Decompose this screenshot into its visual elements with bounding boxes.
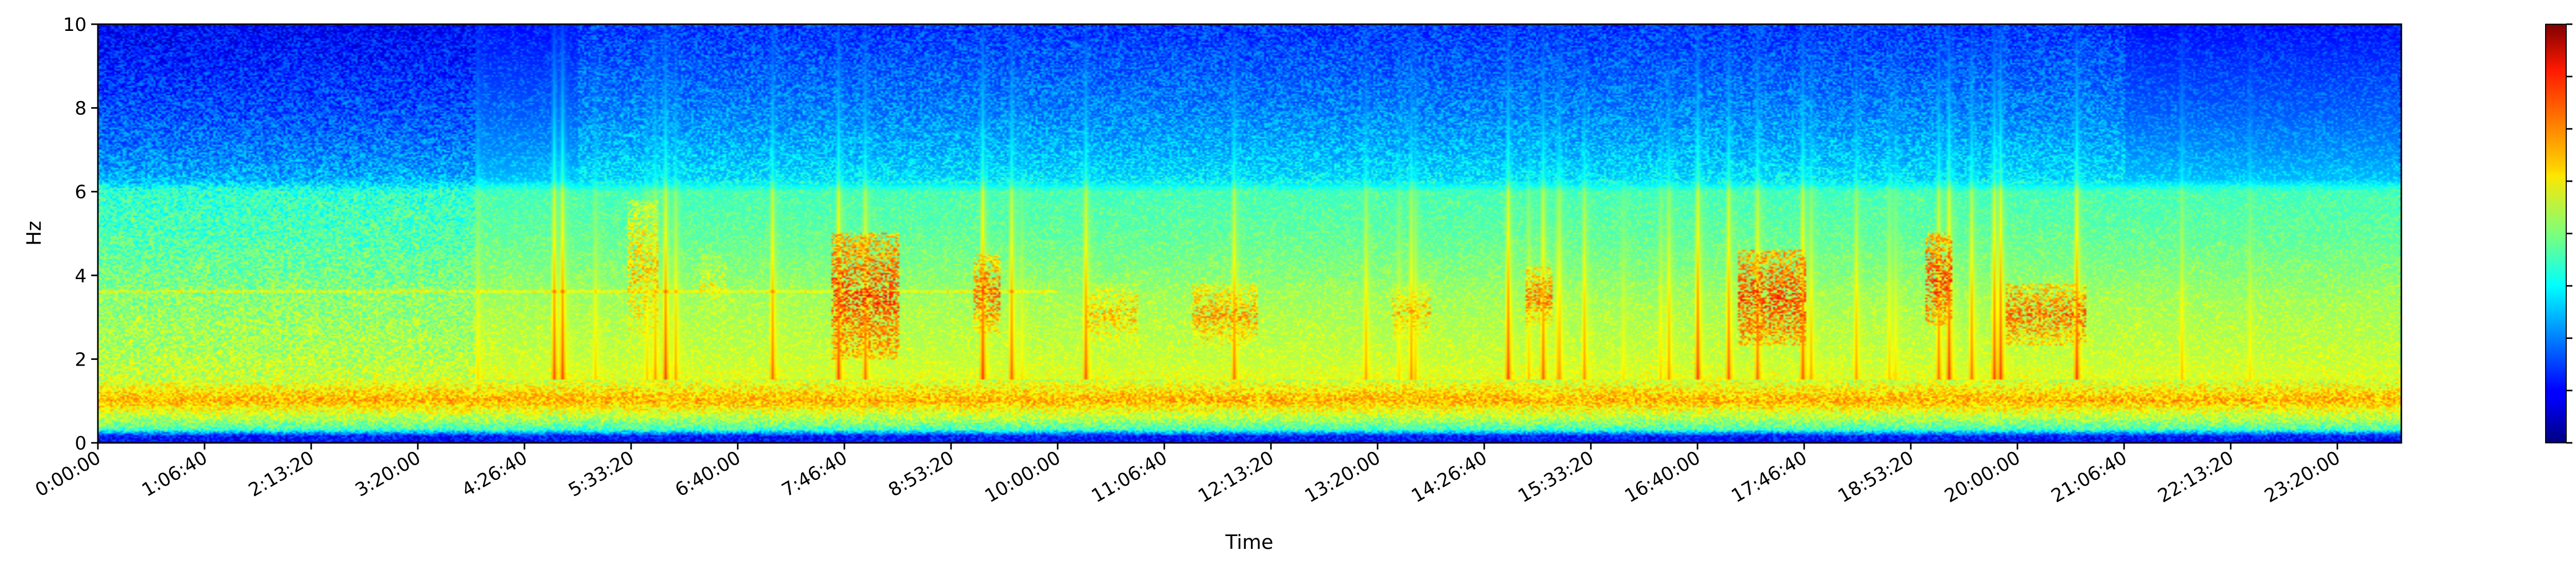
x-axis-label: Time (1225, 531, 1274, 554)
y-tick-label: 0 (75, 433, 87, 454)
spectrogram-heatmap (98, 24, 2401, 443)
x-tick-label: 4:26:40 (459, 447, 531, 501)
y-tick-label: 6 (75, 182, 87, 203)
x-tick-label: 11:06:40 (1088, 447, 1171, 507)
x-tick-label: 1:06:40 (139, 447, 211, 501)
x-tick-label: 7:46:40 (778, 447, 851, 501)
x-tick-label: 0:00:00 (32, 447, 105, 501)
x-tick-label: 18:53:20 (1835, 447, 1918, 507)
y-tick-label: 4 (75, 266, 87, 287)
x-tick-label: 13:20:00 (1301, 447, 1384, 507)
x-tick-label: 6:40:00 (672, 447, 744, 501)
x-tick-label: 3:20:00 (352, 447, 425, 501)
y-tick-label: 2 (75, 349, 87, 370)
colorbar-ticks: +0 dB-10 dB-20 dB-30 dB-40 dB-50 dB-60 d… (2566, 23, 2572, 444)
x-tick-label: 23:20:00 (2261, 447, 2344, 507)
x-tick-label: 21:06:40 (2048, 447, 2131, 507)
x-axis: 0:00:00 1:06:40 2:13:20 3:20:00 4:26:40 5:33:… (32, 443, 2344, 507)
x-tick-label: 15:33:20 (1515, 447, 1598, 507)
x-tick-label: 20:00:00 (1941, 447, 2024, 507)
y-axis: 0 2 4 6 8 10 (63, 14, 98, 454)
spectrogram-plot (97, 23, 2402, 444)
colorbar-scale (2545, 24, 2567, 443)
y-tick-label: 10 (63, 14, 87, 36)
x-tick-label: 14:26:40 (1408, 447, 1491, 507)
x-tick-label: 5:33:20 (565, 447, 638, 501)
x-tick-label: 12:13:20 (1195, 447, 1278, 507)
x-tick-label: 16:40:00 (1621, 447, 1704, 507)
x-tick-label: 8:53:20 (885, 447, 958, 501)
plot-frame (97, 23, 2402, 444)
x-tick-label: 2:13:20 (245, 447, 318, 501)
y-tick-label: 8 (75, 98, 87, 119)
x-tick-label: 22:13:20 (2155, 447, 2238, 507)
x-tick-label: 17:46:40 (1728, 447, 1811, 507)
x-tick-label: 10:00:00 (981, 447, 1064, 507)
y-axis-label: Hz (23, 221, 45, 246)
colorbar: +0 dB-10 dB-20 dB-30 dB-40 dB-50 dB-60 d… (2545, 23, 2572, 444)
